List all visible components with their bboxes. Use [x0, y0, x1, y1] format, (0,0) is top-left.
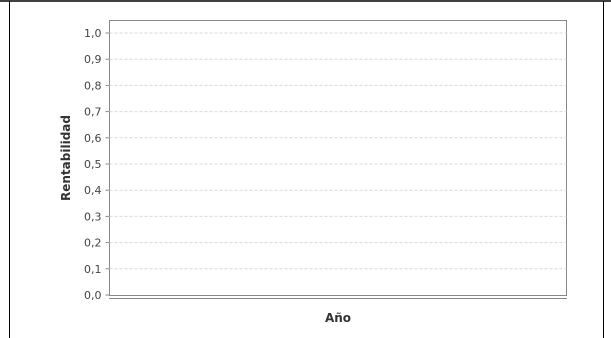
y-tick-label: 1,0 [84, 27, 102, 40]
y-axis-title: Rentabilidad [59, 115, 73, 201]
y-tick-label: 0,4 [84, 184, 102, 197]
plot-area [109, 20, 567, 296]
y-tick-label: 0,2 [84, 237, 102, 250]
y-tick-label: 0,8 [84, 79, 102, 92]
y-tick-label: 0,6 [84, 132, 102, 145]
y-tick-label: 0,0 [84, 289, 102, 302]
y-tick-label: 0,3 [84, 210, 102, 223]
y-axis-ticks: 0,0 0,1 0,2 0,3 0,4 0,5 0,6 0,7 0,8 0,9 1,0 [84, 27, 110, 302]
x-axis-title: Año [325, 311, 351, 325]
y-tick-label: 0,1 [84, 263, 102, 276]
gridlines [109, 32, 567, 270]
y-tick-label: 0,9 [84, 53, 102, 66]
y-tick-label: 0,5 [84, 158, 102, 171]
y-tick-label: 0,7 [84, 106, 102, 119]
